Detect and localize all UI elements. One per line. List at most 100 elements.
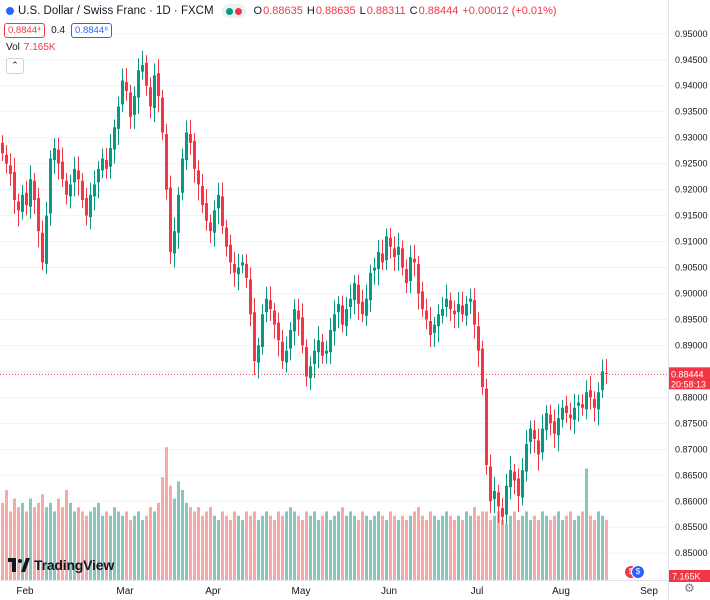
market-status-badge[interactable] xyxy=(221,4,246,18)
volume-bar xyxy=(461,520,464,580)
candle-body xyxy=(245,263,248,278)
volume-bar xyxy=(445,511,448,580)
candle-body xyxy=(429,321,432,336)
candle-body xyxy=(501,508,504,517)
volume-bar xyxy=(5,490,8,580)
candle-body xyxy=(277,322,280,341)
volume-bar xyxy=(253,511,256,580)
volume-bar xyxy=(593,520,596,580)
candle-body xyxy=(289,329,292,349)
candle-body xyxy=(541,428,544,453)
volume-bar xyxy=(269,515,272,580)
candle-body xyxy=(53,148,56,161)
sell-button[interactable]: 0.8844⁴ xyxy=(4,22,46,38)
candle-body xyxy=(197,170,200,185)
candle-body xyxy=(569,414,572,419)
volume-bar xyxy=(241,520,244,580)
candle-body xyxy=(589,390,592,398)
volume-bar xyxy=(37,502,40,580)
candle-body xyxy=(597,392,600,410)
candle-body xyxy=(577,402,580,406)
collapse-legend-button[interactable]: ⌃ xyxy=(6,58,24,74)
event-flag-icon[interactable]: $ xyxy=(631,565,645,579)
volume-bar xyxy=(313,511,316,580)
volume-bar xyxy=(409,515,412,580)
change-value: +0.00012 (+0.01%) xyxy=(462,5,557,17)
volume-bar xyxy=(561,520,564,580)
volume-bar xyxy=(121,515,124,580)
candle-body xyxy=(165,134,168,190)
candle-body xyxy=(517,478,520,497)
price-tick-label: 0.94000 xyxy=(675,81,708,91)
price-tick-label: 0.90500 xyxy=(675,263,708,273)
candle-body xyxy=(509,470,512,488)
candle-body xyxy=(333,314,336,332)
candle-body xyxy=(169,187,172,252)
volume-bar xyxy=(173,498,176,580)
candle-body xyxy=(9,165,12,175)
candle-body xyxy=(217,194,220,209)
volume-bar xyxy=(509,515,512,580)
tradingview-logo-icon xyxy=(8,558,30,572)
candle-body xyxy=(57,149,60,164)
volume-bar xyxy=(93,507,96,580)
time-axis[interactable]: Feb Mar Apr May Jun Jul Aug Sep xyxy=(16,586,658,597)
candle-body xyxy=(305,347,308,377)
volume-bar xyxy=(585,468,588,580)
price-axis[interactable]: 0.95000 0.94500 0.94000 0.93500 0.93000 0.925… xyxy=(675,29,708,558)
candle-body xyxy=(185,132,188,161)
candle-body xyxy=(545,412,548,431)
volume-bar xyxy=(245,511,248,580)
candle-body xyxy=(257,345,260,363)
symbol-title[interactable]: U.S. Dollar / Swiss Franc · 1D · FXCM xyxy=(18,5,214,17)
volume-bar xyxy=(545,515,548,580)
volume-bar xyxy=(101,515,104,580)
candle-body xyxy=(285,350,288,363)
volume-bar xyxy=(129,520,132,580)
candle-body xyxy=(457,303,460,313)
volume-bar xyxy=(301,520,304,580)
volume-bar xyxy=(161,477,164,580)
price-tick-label: 0.85000 xyxy=(675,548,708,558)
volume-bar xyxy=(293,511,296,580)
settings-gear-icon[interactable]: ⚙ xyxy=(684,581,695,595)
volume-bar xyxy=(413,511,416,580)
volume-bar xyxy=(441,515,444,580)
chevron-up-icon: ⌃ xyxy=(11,60,19,70)
volume-bar xyxy=(125,511,128,580)
volume-bar xyxy=(541,511,544,580)
trade-buttons: 0.8844⁴ 0.4 0.8844⁸ xyxy=(4,22,113,38)
candle-body xyxy=(565,405,568,413)
candle-body xyxy=(253,312,256,362)
time-tick-label: Sep xyxy=(640,586,658,597)
candle-body xyxy=(237,267,240,275)
price-tick-label: 0.91500 xyxy=(675,211,708,221)
candle-body xyxy=(381,253,384,263)
volume-bar xyxy=(321,515,324,580)
volume-bar xyxy=(177,481,180,580)
candle-body xyxy=(405,269,408,284)
volume-bar xyxy=(357,520,360,580)
volume-bar xyxy=(145,515,148,580)
volume-bar xyxy=(69,502,72,580)
volume-bar xyxy=(109,515,112,580)
candle-body xyxy=(365,298,368,316)
volume-bar xyxy=(497,511,500,580)
volume-bar xyxy=(141,520,144,580)
buy-button[interactable]: 0.8844⁸ xyxy=(71,22,113,38)
volume-bar xyxy=(77,507,80,580)
volume-bar xyxy=(197,507,200,580)
candle-body xyxy=(421,291,424,310)
volume-bar xyxy=(97,502,100,580)
volume-bar xyxy=(149,507,152,580)
candle-body xyxy=(481,348,484,387)
volume-bar xyxy=(325,511,328,580)
tradingview-logo[interactable]: TradingView xyxy=(8,557,114,573)
ohlc-low-label: L xyxy=(359,5,366,17)
candle-body xyxy=(549,414,552,424)
candle-body xyxy=(397,246,400,256)
volume-bar xyxy=(233,511,236,580)
ohlc-close-label: C xyxy=(409,5,418,17)
